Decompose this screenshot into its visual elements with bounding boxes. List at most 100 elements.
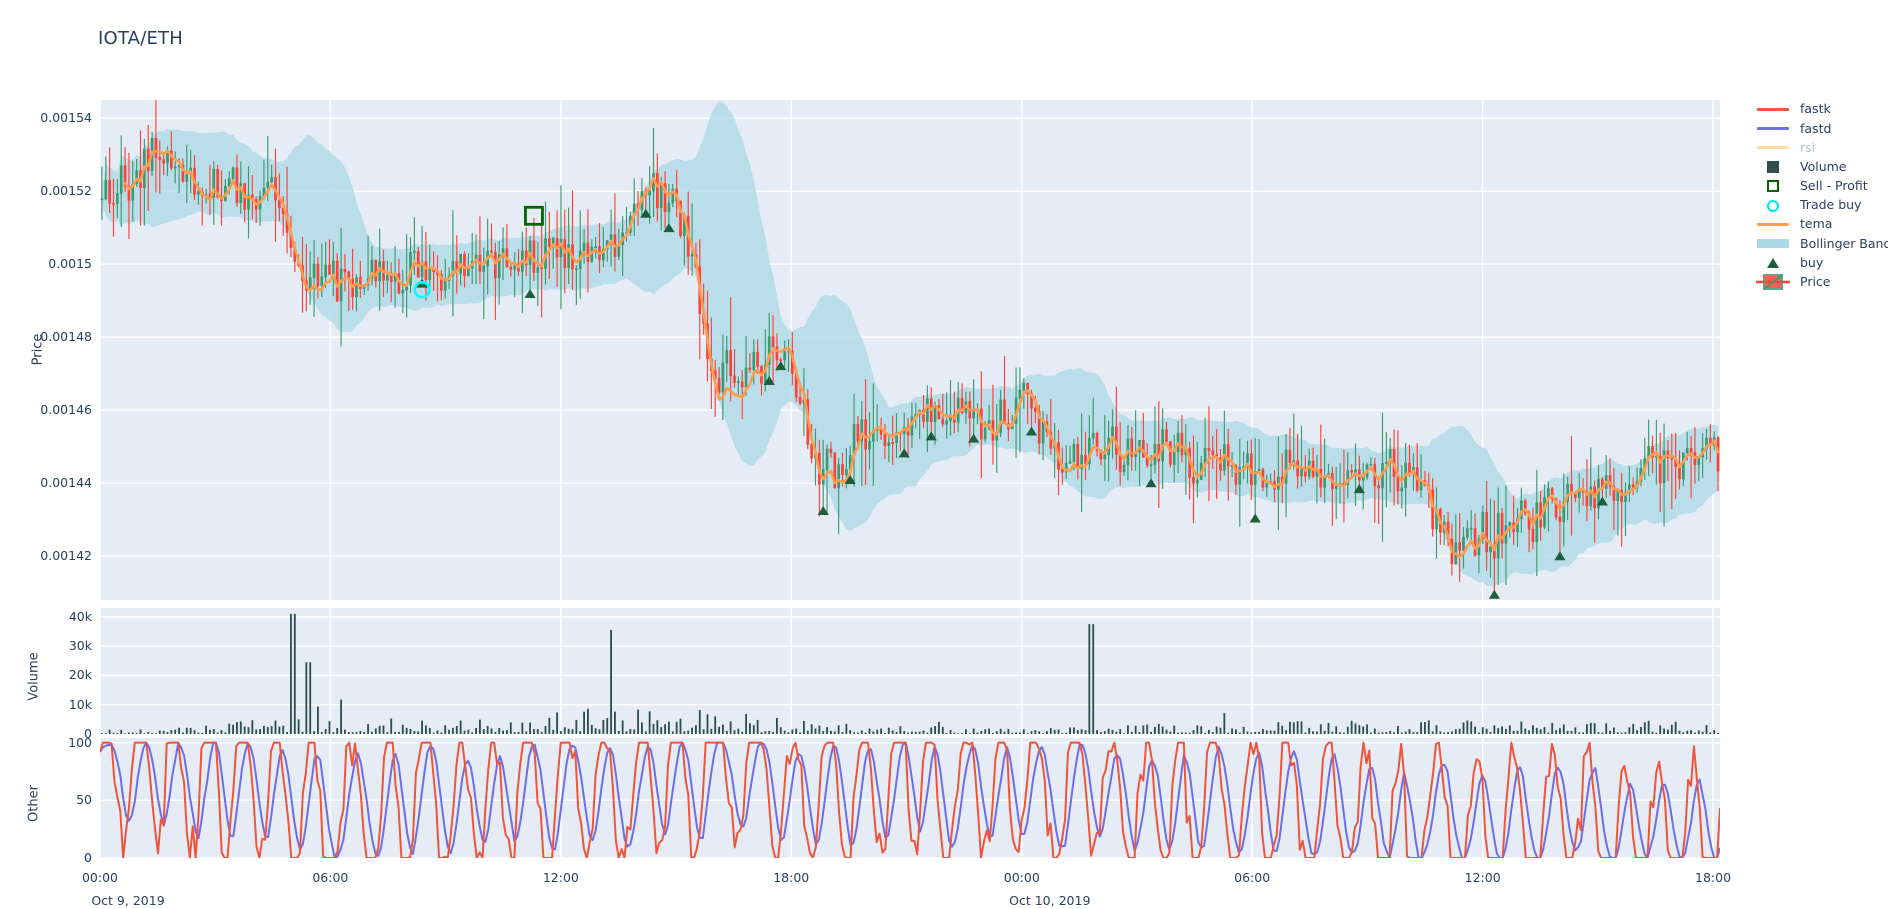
volume-bar — [702, 729, 705, 734]
volume-bar — [1589, 722, 1592, 734]
volume-bar — [706, 714, 709, 734]
buy-triangle — [663, 223, 675, 233]
volume-bar — [1493, 725, 1496, 734]
volume-bar — [421, 720, 423, 734]
volume-bar — [170, 730, 173, 734]
volume-bar — [1520, 721, 1523, 734]
volume-bar — [1262, 729, 1264, 734]
volume-bar — [1157, 723, 1160, 734]
volume-bar — [891, 730, 894, 734]
volume-bar — [1655, 732, 1658, 734]
volume-bar — [1705, 725, 1708, 734]
price-chart-panel[interactable] — [100, 100, 1720, 600]
volume-bar — [1532, 725, 1534, 734]
volume-bar — [1161, 726, 1164, 734]
volume-bar — [783, 730, 786, 734]
volume-bar — [320, 732, 323, 734]
volume-bar — [232, 724, 234, 734]
volume-bar — [725, 730, 728, 734]
volume-bar — [1154, 727, 1156, 734]
volume-bar — [814, 728, 817, 734]
volume-bar — [166, 732, 169, 734]
legend-item-buy[interactable]: buy — [1752, 254, 1888, 273]
volume-bar — [683, 731, 686, 734]
volume-bar — [610, 629, 612, 734]
volume-bar — [741, 731, 744, 734]
legend-item-trade-buy[interactable]: Trade buy — [1752, 196, 1888, 215]
volume-bar — [1377, 732, 1380, 734]
price-plot[interactable] — [100, 100, 1720, 600]
volume-bar — [965, 729, 967, 734]
volume-bar — [772, 731, 774, 734]
volume-bar — [1385, 732, 1388, 734]
volume-bar — [980, 730, 983, 734]
volume-bar — [1424, 722, 1426, 734]
volume-bar — [556, 712, 558, 734]
volume-bar — [1292, 722, 1295, 734]
volume-bar — [1343, 732, 1345, 734]
other-plot[interactable] — [100, 738, 1720, 858]
volume-bar — [1539, 729, 1542, 734]
volume-plot[interactable] — [100, 608, 1720, 734]
legend-item-fastk[interactable]: fastk — [1752, 100, 1888, 119]
legend-item-volume[interactable]: Volume — [1752, 158, 1888, 177]
legend-item-fastd[interactable]: fastd — [1752, 119, 1888, 138]
circle-open-icon — [1752, 197, 1794, 215]
volume-bar — [1084, 730, 1087, 734]
volume-bar — [1362, 726, 1365, 734]
volume-bar — [1038, 731, 1041, 734]
volume-bar — [405, 727, 408, 734]
volume-bar — [1119, 729, 1122, 734]
volume-axis-title: Volume — [26, 652, 42, 701]
page-title: IOTA/ETH — [98, 28, 183, 49]
volume-bar — [1346, 726, 1349, 734]
volume-bar — [922, 730, 925, 734]
volume-bar — [128, 732, 130, 734]
volume-bar — [1215, 726, 1218, 734]
chart-legend[interactable]: fastk fastd rsi Volume Sell - Profit Trade bu… — [1752, 100, 1888, 292]
volume-bar — [1223, 713, 1226, 734]
volume-bar — [949, 729, 952, 734]
volume-bar — [1184, 732, 1187, 734]
volume-bar — [1613, 727, 1615, 734]
buy-triangle — [1488, 589, 1500, 599]
volume-bar — [749, 723, 751, 734]
legend-item-label: Volume — [1800, 158, 1847, 174]
volume-bar — [212, 729, 215, 734]
fastk-line — [100, 741, 1720, 858]
legend-item-label: rsi — [1800, 139, 1816, 155]
volume-bar — [752, 725, 755, 734]
volume-bar — [1397, 726, 1399, 734]
volume-chart-panel[interactable] — [100, 608, 1720, 734]
legend-item-bollinger-band[interactable]: Bollinger Band — [1752, 234, 1888, 253]
volume-bar — [371, 731, 373, 734]
volume-bar — [629, 729, 632, 734]
volume-bar — [760, 732, 763, 734]
volume-bar — [1123, 733, 1125, 734]
volume-bar — [1389, 730, 1392, 734]
volume-bar — [1312, 731, 1314, 734]
legend-item-tema[interactable]: tema — [1752, 215, 1888, 234]
volume-bar — [768, 730, 771, 734]
legend-item-rsi[interactable]: rsi — [1752, 138, 1888, 157]
volume-bar — [1007, 728, 1010, 734]
volume-bar — [162, 730, 165, 734]
volume-bar — [968, 733, 971, 734]
volume-bar — [1431, 731, 1434, 734]
volume-bar — [1057, 729, 1060, 734]
volume-bar — [1609, 730, 1611, 734]
volume-bar — [679, 718, 682, 734]
buy-triangle — [775, 361, 787, 371]
volume-bar — [914, 731, 917, 734]
volume-bar — [1096, 730, 1098, 734]
volume-bar — [455, 725, 458, 734]
x-axis-tick: 06:00 — [312, 870, 349, 885]
legend-item-sell-profit[interactable]: Sell - Profit — [1752, 177, 1888, 196]
tema-line — [123, 149, 1720, 559]
other-chart-panel[interactable] — [100, 738, 1720, 858]
volume-bar — [1265, 730, 1268, 734]
volume-bar — [830, 730, 832, 734]
volume-bar — [1219, 727, 1222, 734]
legend-item-price[interactable]: Price — [1752, 273, 1888, 292]
volume-bar — [182, 732, 184, 734]
